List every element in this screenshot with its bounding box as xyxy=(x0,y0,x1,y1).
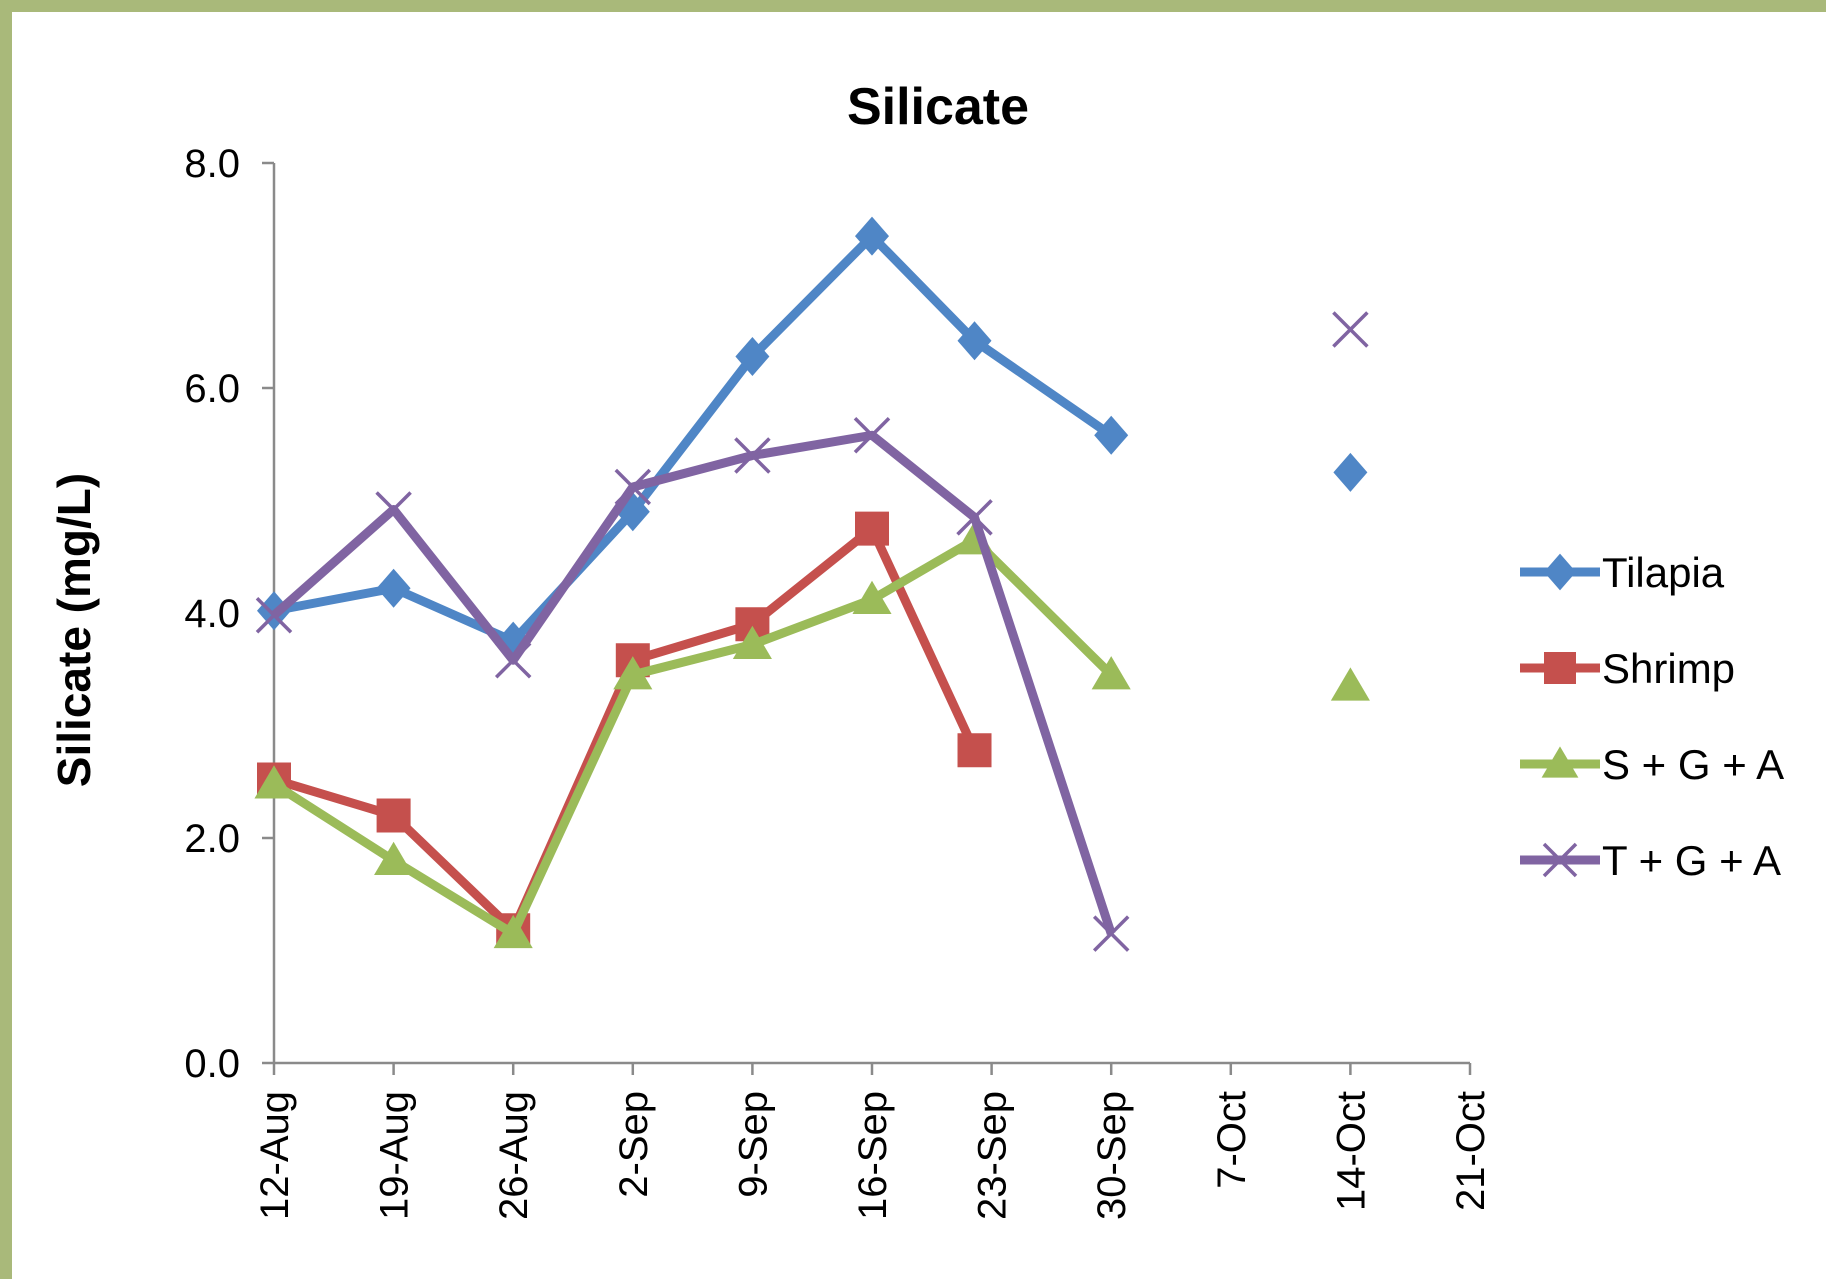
x-tick-label: 7-Oct xyxy=(1210,1091,1254,1189)
triangle-marker xyxy=(613,656,653,690)
legend: Tilapia Shrimp S + G + A T + G + A xyxy=(1520,549,1784,884)
x-marker xyxy=(614,468,652,506)
x-tick-label: 30-Sep xyxy=(1090,1091,1134,1220)
x-marker-stroke xyxy=(375,491,412,528)
diamond-marker xyxy=(957,321,992,361)
triangle-marker xyxy=(1091,656,1131,690)
y-tick-label: 4.0 xyxy=(184,592,240,636)
series-t-g-a xyxy=(255,311,1369,952)
legend-label: S + G + A xyxy=(1602,741,1784,788)
chart-title: Silicate xyxy=(847,78,1029,136)
triangle-marker xyxy=(493,914,533,949)
x-marker xyxy=(494,642,532,679)
x-marker-stroke xyxy=(1542,842,1578,878)
square-marker xyxy=(376,798,411,833)
diamond-marker xyxy=(496,621,531,661)
x-marker-stroke xyxy=(734,437,771,474)
plot-area xyxy=(254,216,1370,952)
y-tick-label: 2.0 xyxy=(184,817,240,861)
x-marker-stroke xyxy=(255,597,293,634)
x-marker-stroke xyxy=(614,468,652,506)
series-s-g-a xyxy=(254,521,1370,949)
y-tick-label: 8.0 xyxy=(184,142,240,186)
chart-frame: Silicate Silicate (mg/L) 0.0 2.0 4.0 6.0 8.0… xyxy=(12,12,1826,1279)
x-marker-stroke xyxy=(853,417,891,454)
silicate-line-chart: Silicate Silicate (mg/L) 0.0 2.0 4.0 6.0 8.0… xyxy=(48,78,1784,1220)
triangle-marker xyxy=(1541,746,1579,778)
triangle-marker xyxy=(1330,667,1370,701)
x-marker xyxy=(734,437,771,474)
square-marker xyxy=(855,511,889,546)
x-tick-label: 9-Sep xyxy=(731,1091,775,1198)
x-marker xyxy=(956,499,993,536)
x-marker-stroke xyxy=(956,499,993,536)
axes: 0.0 2.0 4.0 6.0 8.0 12-Aug 19-Aug 26-Aug 2-Sep 9-… xyxy=(184,142,1493,1220)
legend-item: T + G + A xyxy=(1520,837,1781,884)
series-line xyxy=(271,535,1115,939)
diamond-marker xyxy=(1094,415,1129,455)
diamond-marker xyxy=(1333,452,1368,492)
y-tick-label: 6.0 xyxy=(184,367,240,411)
x-tick-label: 23-Sep xyxy=(971,1091,1015,1220)
x-marker xyxy=(1542,842,1578,878)
x-tick-label: 19-Aug xyxy=(373,1091,417,1220)
legend-label: Tilapia xyxy=(1602,549,1725,596)
x-marker xyxy=(1332,311,1369,348)
triangle-marker xyxy=(254,765,294,799)
legend-label: Shrimp xyxy=(1602,645,1735,692)
triangle-marker xyxy=(852,580,892,614)
legend-item: S + G + A xyxy=(1520,741,1784,788)
x-tick-label: 14-Oct xyxy=(1329,1091,1373,1211)
x-marker-stroke xyxy=(1332,311,1369,348)
series-line xyxy=(273,231,1114,646)
series-line xyxy=(271,430,1116,936)
legend-item: Tilapia xyxy=(1520,549,1725,596)
triangle-marker xyxy=(732,625,772,659)
x-marker xyxy=(1092,915,1130,952)
diamond-marker xyxy=(855,216,889,256)
y-tick-label: 0.0 xyxy=(184,1042,240,1086)
diamond-marker xyxy=(1544,553,1576,591)
x-marker xyxy=(853,417,891,454)
x-tick-label: 2-Sep xyxy=(612,1091,656,1198)
y-axis-title: Silicate (mg/L) xyxy=(48,473,100,787)
square-marker xyxy=(1544,652,1576,684)
x-marker xyxy=(255,597,293,634)
x-tick-label: 12-Aug xyxy=(253,1091,297,1220)
series-shrimp xyxy=(257,511,992,948)
diamond-marker xyxy=(735,336,770,377)
x-marker xyxy=(375,491,412,528)
square-marker xyxy=(957,733,992,768)
triangle-marker xyxy=(374,841,414,875)
legend-item: Shrimp xyxy=(1520,645,1735,692)
diamond-marker xyxy=(376,568,411,608)
series-tilapia xyxy=(257,216,1368,661)
x-tick-label: 21-Oct xyxy=(1449,1091,1493,1211)
x-marker-stroke xyxy=(494,642,532,679)
x-tick-label: 16-Sep xyxy=(851,1091,895,1220)
x-marker-stroke xyxy=(1092,915,1130,952)
x-tick-label: 26-Aug xyxy=(492,1091,536,1220)
legend-label: T + G + A xyxy=(1602,837,1781,884)
